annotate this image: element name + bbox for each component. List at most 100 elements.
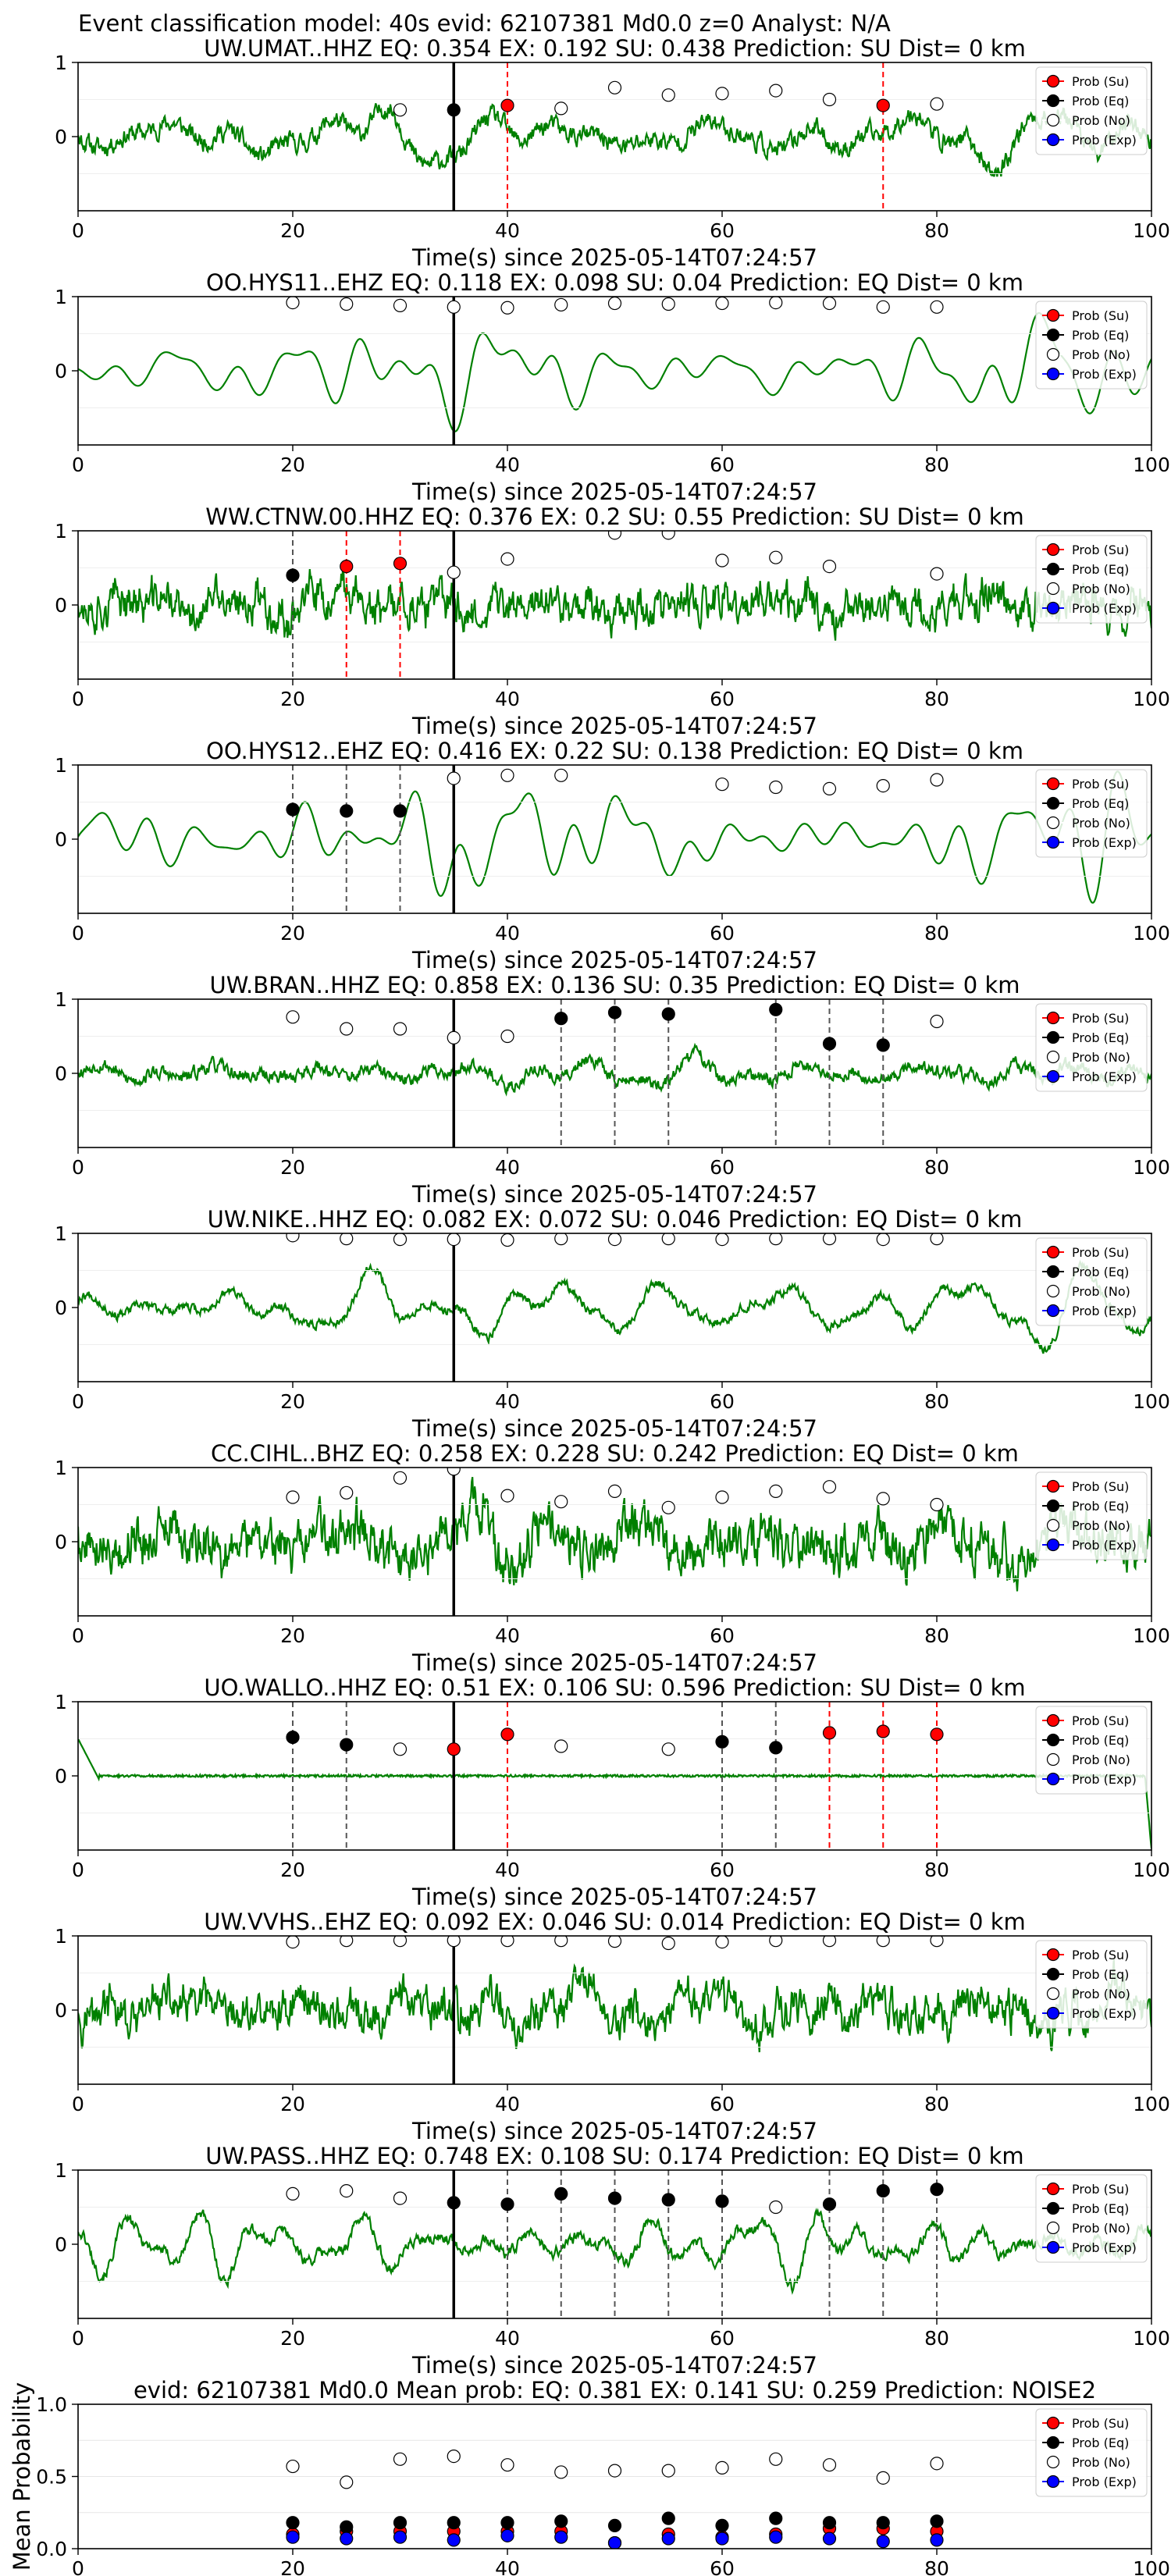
prob-marker-probno: [554, 1739, 568, 1753]
x-tick-label: 80: [924, 1390, 949, 1413]
x-axis-label: Time(s) since 2025-05-14T07:24:57: [411, 1649, 817, 1676]
prob-marker-probeq: [715, 2194, 729, 2208]
waveform-line: [78, 567, 1151, 641]
x-tick-label: 20: [280, 1859, 305, 1881]
prob-marker-probno: [500, 1029, 514, 1044]
x-axis-label: Time(s) since 2025-05-14T07:24:57: [411, 1415, 817, 1442]
x-tick-label: 0: [72, 688, 84, 710]
x-tick-label: 80: [924, 922, 949, 945]
prob-marker-probno: [554, 1936, 568, 1948]
prob-marker-probno: [715, 1936, 729, 1949]
x-tick-label: 60: [710, 454, 735, 476]
legend-label: Prob (Exp): [1072, 133, 1137, 148]
legend-label: Prob (Eq): [1072, 2201, 1129, 2216]
x-tick-label: 80: [924, 1156, 949, 1179]
x-tick-label: 20: [280, 1624, 305, 1647]
legend-label: Prob (No): [1072, 582, 1130, 596]
prob-marker-probno: [393, 1936, 408, 1948]
prob-marker-probno: [930, 1233, 944, 1246]
prob-marker-probno: [661, 2464, 675, 2478]
legend-label: Prob (Exp): [1072, 1538, 1137, 1553]
waveform-line: [78, 1959, 1151, 2053]
legend-marker: [1046, 94, 1060, 108]
panel-title: UW.BRAN..HHZ EQ: 0.858 EX: 0.136 SU: 0.3…: [209, 972, 1020, 998]
legend-label: Prob (Su): [1072, 1011, 1129, 1026]
x-tick-label: 100: [1133, 688, 1170, 710]
panel-3: WW.CTNW.00.HHZ EQ: 0.376 EX: 0.2 SU: 0.5…: [55, 503, 1170, 739]
prob-marker-probsu: [930, 1727, 944, 1742]
panel-10: UW.PASS..HHZ EQ: 0.748 EX: 0.108 SU: 0.1…: [55, 2143, 1170, 2379]
legend-marker: [1046, 328, 1060, 342]
plot-area: [78, 531, 1151, 679]
legend-frame: [1035, 535, 1148, 624]
prob-marker-probno: [554, 2465, 568, 2479]
waveform-line: [78, 2208, 1151, 2295]
legend-marker: [1046, 1479, 1060, 1493]
x-axis-label: Time(s) since 2025-05-14T07:24:57: [411, 2352, 817, 2379]
legend-label: Prob (Exp): [1072, 1772, 1137, 1787]
y-axis-label: Mean Probability: [9, 2382, 35, 2571]
legend-label: Prob (Su): [1072, 543, 1129, 557]
legend-label: Prob (No): [1072, 1050, 1130, 1065]
legend-marker: [1046, 2006, 1060, 2020]
legend-marker: [1046, 1987, 1060, 2001]
prob-marker-probexp: [822, 2532, 837, 2546]
legend-label: Prob (Eq): [1072, 796, 1129, 811]
panel-4: OO.HYS12..EHZ EQ: 0.416 EX: 0.22 SU: 0.1…: [55, 738, 1170, 973]
legend: Prob (Su) Prob (Eq) Prob (No) Prob (Exp): [1035, 66, 1148, 155]
prob-marker-probno: [822, 1233, 837, 1246]
x-axis-label: Time(s) since 2025-05-14T07:24:57: [411, 1181, 817, 1208]
prob-marker-probno: [715, 553, 729, 568]
prob-marker-probno: [447, 1233, 461, 1247]
legend-marker: [1046, 582, 1060, 596]
x-tick-label: 80: [924, 2327, 949, 2350]
x-tick-label: 20: [280, 2557, 305, 2576]
legend-label: Prob (No): [1072, 816, 1130, 831]
legend-label: Prob (No): [1072, 347, 1130, 362]
legend-label: Prob (Eq): [1072, 2435, 1129, 2450]
prob-marker-probno: [822, 1936, 837, 1948]
x-tick-label: 40: [495, 1624, 520, 1647]
prob-marker-probexp: [769, 2530, 783, 2544]
prob-marker-probno: [769, 780, 783, 795]
legend-label: Prob (Su): [1072, 1479, 1129, 1494]
y-tick-label: 0: [55, 1999, 67, 2022]
prob-marker-probno: [769, 1233, 783, 1246]
prob-marker-probeq: [661, 2193, 675, 2207]
x-tick-label: 20: [280, 219, 305, 242]
x-tick-label: 60: [710, 219, 735, 242]
waveform-line: [78, 103, 1151, 177]
x-tick-label: 60: [710, 688, 735, 710]
legend-frame: [1035, 1940, 1148, 2029]
x-tick-label: 0: [72, 219, 84, 242]
legend: Prob (Su) Prob (Eq) Prob (No) Prob (Exp): [1035, 1237, 1148, 1326]
prob-marker-probno: [393, 2452, 408, 2466]
prob-marker-probno: [769, 1484, 783, 1499]
prob-marker-probeq: [822, 2516, 837, 2530]
prob-marker-probexp: [661, 2532, 675, 2546]
prob-marker-probno: [607, 2464, 622, 2478]
legend-label: Prob (No): [1072, 1518, 1130, 1533]
y-tick-label: 1.0: [36, 2393, 67, 2416]
panel-title: UW.VVHS..EHZ EQ: 0.092 EX: 0.046 SU: 0.0…: [204, 1909, 1026, 1935]
prob-marker-probno: [286, 1233, 300, 1243]
plot-area: [78, 1702, 1151, 1850]
legend-label: Prob (Su): [1072, 777, 1129, 792]
prob-marker-probno: [393, 298, 408, 312]
axes-frame: [77, 296, 1152, 446]
panel-8: UO.WALLO..HHZ EQ: 0.51 EX: 0.106 SU: 0.5…: [55, 1674, 1170, 1910]
legend-label: Prob (Exp): [1072, 2475, 1137, 2489]
x-tick-label: 0: [72, 2327, 84, 2350]
x-tick-label: 60: [710, 1624, 735, 1647]
prob-marker-probno: [930, 97, 944, 111]
legend-frame: [1035, 2174, 1148, 2263]
prob-marker-probeq: [607, 2518, 622, 2532]
legend-frame: [1035, 66, 1148, 155]
y-tick-label: 0.0: [36, 2538, 67, 2560]
legend-label: Prob (No): [1072, 2221, 1130, 2236]
prob-marker-probeq: [930, 2183, 944, 2197]
x-tick-label: 80: [924, 1859, 949, 1881]
legend: Prob (Su) Prob (Eq) Prob (No) Prob (Exp): [1035, 535, 1148, 624]
prob-marker-probno: [876, 2471, 890, 2485]
x-tick-label: 40: [495, 2327, 520, 2350]
